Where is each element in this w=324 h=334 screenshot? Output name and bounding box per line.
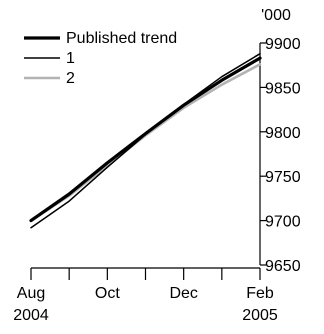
x-tick-year-label: 2005 xyxy=(242,307,278,324)
x-tick-label: Oct xyxy=(95,285,120,302)
y-tick-label: 9750 xyxy=(265,169,301,186)
legend: Published trend 1 2 xyxy=(24,30,177,87)
y-tick-label: 9800 xyxy=(265,125,301,142)
x-tick-label: Dec xyxy=(169,285,197,302)
x-tick-label: Aug xyxy=(17,285,45,302)
series-line-published-trend xyxy=(29,56,262,223)
x-tick-label: Feb xyxy=(246,285,274,302)
legend-label: 2 xyxy=(66,70,75,87)
y-tick-label: 9650 xyxy=(265,258,301,275)
y-tick-label: 9900 xyxy=(265,36,301,53)
legend-label: Published trend xyxy=(66,30,177,47)
legend-label: 1 xyxy=(66,50,75,67)
y-tick-label: 9700 xyxy=(265,214,301,231)
x-tick-year-label: 2004 xyxy=(13,307,49,324)
axes-group: 9650 9700 9750 9800 9850 9900 '000 Aug 2004 Oct De… xyxy=(13,7,300,324)
y-tick-label: 9850 xyxy=(265,80,301,97)
series-group xyxy=(29,52,262,229)
y-unit-label: '000 xyxy=(261,7,291,24)
